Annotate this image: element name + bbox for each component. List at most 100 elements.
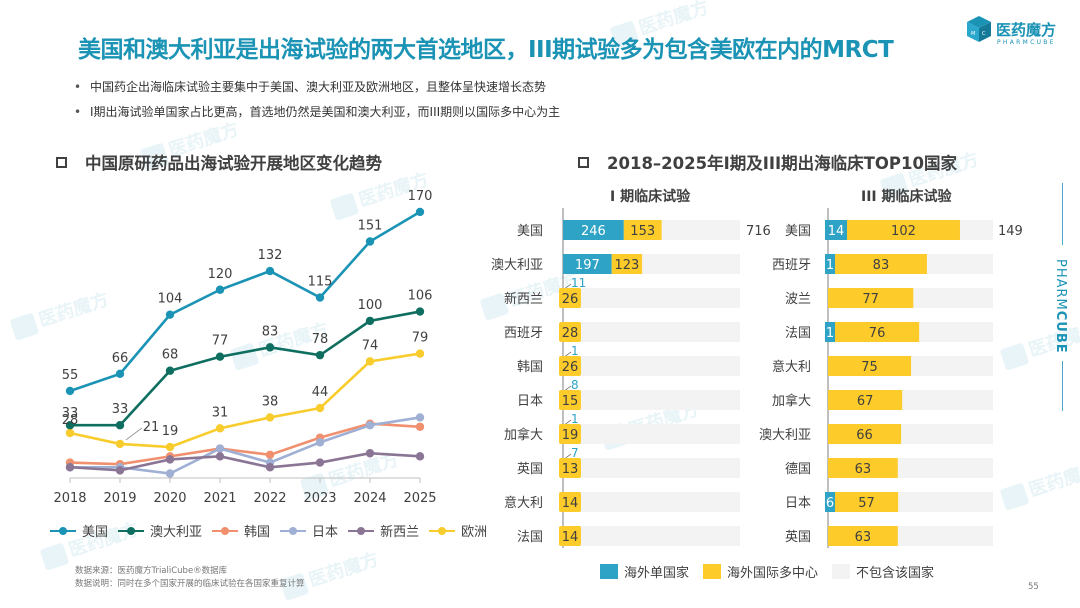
data-point — [415, 349, 425, 358]
data-label: 120 — [208, 267, 233, 282]
legend-swatch — [600, 564, 618, 579]
category-label: 澳大利亚 — [759, 427, 811, 443]
legend-line-marker-icon — [118, 525, 145, 537]
category-label: 西班牙 — [772, 258, 811, 273]
bar-value-label: 153 — [630, 224, 655, 239]
bar-value-label: 76 — [869, 326, 886, 341]
bar-multi-center — [559, 492, 581, 512]
bar-value-label: 67 — [857, 394, 874, 409]
bar-value-label: 63 — [855, 530, 872, 545]
square-bullet-icon — [578, 157, 589, 168]
phase3-subtitle: III 期临床试验 — [861, 189, 952, 205]
legend-label: 欧洲 — [461, 525, 488, 540]
bar-value-label: 75 — [861, 360, 878, 375]
summary-bullets: 中国药企出海临床试验主要集中于美国、澳大利亚及欧洲地区，且整体呈快速增长态势 I… — [74, 78, 560, 128]
data-point — [415, 207, 425, 217]
bar-multi-center — [835, 492, 899, 512]
bar-not-included — [563, 492, 740, 512]
bar-multi-center — [828, 356, 912, 376]
line-chart-title: 中国原研药品出海试验开展地区变化趋势 — [85, 154, 382, 173]
bar-multi-center — [835, 322, 920, 342]
bar-not-included — [563, 390, 740, 410]
bar-value-label: 63 — [855, 462, 872, 477]
data-point — [165, 366, 175, 375]
data-point — [365, 449, 375, 458]
bar-multi-center — [828, 390, 903, 410]
data-point — [415, 413, 425, 422]
x-tick-label: 2021 — [203, 491, 236, 506]
category-label: 德国 — [785, 462, 811, 477]
bar-single-country — [563, 254, 612, 274]
logo-name: 医药魔方 — [996, 21, 1057, 39]
data-point — [265, 450, 275, 460]
data-point — [65, 421, 75, 430]
x-tick-label: 2025 — [403, 491, 436, 506]
cube-logo-icon: M C — [967, 16, 991, 42]
category-label: 新西兰 — [504, 291, 543, 307]
bar-multi-center — [559, 322, 581, 342]
data-point — [315, 403, 325, 413]
bar-value-label: 57 — [858, 496, 875, 511]
line-chart-legend: 美国 澳大利亚 韩国 日本 新西兰 欧洲 — [50, 521, 497, 540]
data-point — [115, 421, 125, 430]
category-label: 加拿大 — [504, 427, 543, 443]
category-label: 意大利 — [504, 495, 543, 511]
legend-item: 欧洲 — [429, 521, 487, 540]
data-label: 77 — [212, 334, 229, 349]
category-label: 日本 — [517, 394, 543, 409]
x-tick-label: 2022 — [253, 491, 286, 506]
data-label: 44 — [312, 385, 329, 400]
legend-label: 日本 — [312, 525, 339, 540]
series-line-欧洲 — [69, 352, 421, 449]
data-point — [365, 357, 375, 366]
category-label: 意大利 — [772, 359, 811, 375]
bar-value-label: 13 — [562, 462, 579, 477]
page-title: 美国和澳大利亚是出海试验的两大首选地区，III期试验多为包含美欧在内的MRCT — [78, 37, 894, 63]
legend-label: 美国 — [82, 525, 109, 540]
data-point — [115, 369, 125, 379]
data-note: 数据说明：同时在多个国家开展的临床试验在各国家重复计算 — [75, 579, 305, 589]
svg-text:M: M — [971, 31, 975, 37]
x-tick-label: 2019 — [103, 491, 136, 506]
bar-not-included — [563, 458, 740, 478]
x-tick-label: 2018 — [53, 491, 86, 506]
divider — [1062, 183, 1063, 245]
data-point — [415, 452, 425, 461]
data-label: 21 — [143, 420, 160, 435]
legend-label: 韩国 — [244, 525, 271, 540]
bar-value-label: 11 — [571, 276, 586, 290]
bar-single-country — [825, 322, 835, 342]
bar-single-country — [825, 220, 847, 240]
bar-multi-center — [559, 390, 581, 410]
bar-value-label: 102 — [891, 224, 916, 239]
bar-not-included — [563, 526, 740, 546]
category-label: 西班牙 — [504, 326, 543, 341]
bar-multi-center — [559, 356, 581, 376]
data-point — [215, 352, 225, 361]
legend-item: 海外国际多中心 — [703, 562, 818, 581]
series-line-美国 — [69, 210, 421, 393]
legend-item: 日本 — [280, 521, 338, 540]
bar-multi-center — [828, 458, 898, 478]
legend-label: 海外国际多中心 — [727, 566, 819, 581]
data-point — [415, 422, 425, 431]
bar-chart-section-title: 2018–2025年I期及III期出海临床TOP10国家 — [578, 150, 957, 174]
data-source: 数据来源：医药魔方TrialiCube®数据库 — [75, 566, 228, 576]
label-leader-line — [125, 427, 143, 441]
category-label: 英国 — [517, 462, 543, 477]
side-brand-text: PHARMCUBE — [1053, 259, 1068, 354]
bar-not-included — [563, 322, 740, 342]
bar-value-label: 19 — [562, 428, 579, 443]
category-label: 美国 — [517, 224, 543, 239]
legend-label: 新西兰 — [380, 525, 420, 540]
bar-value-label: 1 — [571, 344, 579, 358]
legend-item: 新西兰 — [348, 521, 419, 540]
bullet-item: 中国药企出海临床试验主要集中于美国、澳大利亚及欧洲地区，且整体呈快速增长态势 — [74, 78, 560, 103]
data-point — [165, 469, 175, 478]
square-bullet-icon — [56, 157, 67, 168]
bar-value-label: 197 — [575, 258, 600, 273]
data-point — [65, 386, 75, 396]
x-tick-label: 2023 — [303, 491, 336, 506]
legend-item: 不包含该国家 — [832, 562, 934, 581]
